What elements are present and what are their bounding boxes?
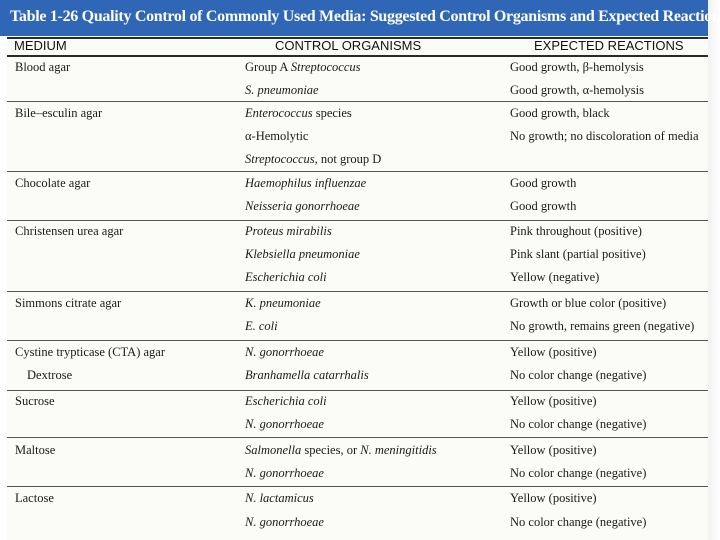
organism-text: , not group D [314, 152, 382, 166]
group-divider [7, 101, 708, 102]
control-organism-cell: K. pneumoniae [245, 296, 321, 310]
control-organism-cell: α-Hemolytic [245, 129, 308, 143]
control-organism-cell: S. pneumoniae [245, 83, 319, 97]
organism-text: Streptococcus [245, 152, 315, 166]
expected-reaction-cell: No color change (negative) [510, 368, 647, 382]
organism-text: species [312, 106, 352, 120]
expected-reaction-cell: Good growth [510, 176, 577, 190]
medium-cell: Chocolate agar [15, 176, 91, 190]
organism-text: Group A [245, 60, 291, 74]
group-divider [7, 340, 708, 341]
expected-reaction-cell: Yellow (positive) [510, 394, 597, 408]
control-organism-cell: Neisseria gonorrhoeae [245, 199, 360, 213]
medium-cell: Christensen urea agar [15, 224, 124, 238]
organism-text: Branhamella catarrhalis [245, 368, 369, 382]
organism-text: Escherichia coli [245, 270, 327, 284]
organism-text: Proteus mirabilis [245, 224, 332, 238]
table-title-bar: Table 1-26 Quality Control of Commonly U… [0, 0, 720, 36]
organism-text: N. gonorrhoeae [245, 466, 324, 480]
organism-text: Neisseria gonorrhoeae [245, 199, 360, 213]
expected-reaction-cell: No growth; no discoloration of media [510, 129, 699, 143]
organism-text: Klebsiella pneumoniae [245, 247, 360, 261]
medium-cell: Maltose [15, 443, 56, 457]
expected-reaction-cell: No color change (negative) [510, 515, 647, 529]
column-headers: MEDIUM CONTROL ORGANISMS EXPECTED REACTI… [0, 38, 708, 56]
organism-text: Haemophilus influenzae [245, 176, 367, 190]
control-organism-cell: E. coli [245, 319, 278, 333]
organism-text: S. pneumoniae [245, 83, 319, 97]
control-organism-cell: N. gonorrhoeae [245, 466, 324, 480]
control-organism-cell: Enterococcus species [245, 106, 352, 120]
control-organism-cell: N. gonorrhoeae [245, 417, 324, 431]
expected-reaction-cell: Good growth, β-hemolysis [510, 60, 644, 74]
organism-text: N. gonorrhoeae [245, 515, 324, 529]
organism-text: Escherichia coli [245, 394, 327, 408]
organism-text: N. lactamicus [245, 491, 314, 505]
control-organism-cell: N. gonorrhoeae [245, 515, 324, 529]
medium-cell: Blood agar [15, 60, 71, 74]
control-organism-cell: Group A Streptococcus [245, 60, 361, 74]
expected-reaction-cell: Pink slant (partial positive) [510, 247, 646, 261]
expected-reaction-cell: No color change (negative) [510, 417, 647, 431]
expected-reaction-cell: Good growth, α-hemolysis [510, 83, 644, 97]
group-divider [7, 291, 708, 292]
header-top-rule [7, 37, 708, 39]
control-organism-cell: Escherichia coli [245, 394, 327, 408]
organism-text: Streptococcus [290, 60, 361, 74]
scan-edge [708, 0, 720, 540]
expected-reaction-cell: Yellow (positive) [510, 345, 597, 359]
medium-cell: Simmons citrate agar [15, 296, 122, 310]
control-organism-cell: N. lactamicus [245, 491, 314, 505]
expected-reaction-cell: Growth or blue color (positive) [510, 296, 667, 310]
medium-cell: Bile–esculin agar [15, 106, 103, 120]
group-divider [7, 220, 708, 221]
medium-cell: Cystine trypticase (CTA) agar [15, 345, 165, 359]
organism-text: K. pneumoniae [245, 296, 321, 310]
control-organism-cell: N. gonorrhoeae [245, 345, 324, 359]
expected-reaction-cell: Good growth, black [510, 106, 610, 120]
organism-text: Salmonella [245, 443, 302, 457]
table-title: Table 1-26 Quality Control of Commonly U… [10, 8, 720, 25]
expected-reaction-cell: Pink throughout (positive) [510, 224, 642, 238]
control-organism-cell: Escherichia coli [245, 270, 327, 284]
expected-reaction-cell: Yellow (positive) [510, 491, 597, 505]
header-control-organisms: CONTROL ORGANISMS [275, 38, 422, 53]
organism-text: α-Hemolytic [245, 129, 309, 143]
group-divider [7, 437, 708, 438]
header-medium: MEDIUM [14, 38, 67, 53]
expected-reaction-cell: No color change (negative) [510, 466, 647, 480]
control-organism-cell: Proteus mirabilis [245, 224, 332, 238]
expected-reaction-cell: Good growth [510, 199, 577, 213]
organism-text: N. gonorrhoeae [245, 345, 324, 359]
group-divider [7, 390, 708, 391]
control-organism-cell: Streptococcus, not group D [245, 152, 381, 166]
expected-reaction-cell: Yellow (negative) [510, 270, 600, 284]
header-expected-reactions: EXPECTED REACTIONS [534, 38, 684, 53]
expected-reaction-cell: No growth, remains green (negative) [510, 319, 695, 333]
header-bottom-rule [7, 55, 708, 57]
control-organism-cell: Salmonella species, or N. meningitidis [245, 443, 437, 457]
organism-text: E. coli [245, 319, 278, 333]
organism-text: N. meningitidis [360, 443, 437, 457]
control-organism-cell: Branhamella catarrhalis [245, 368, 369, 382]
organism-text: species, or [301, 443, 361, 457]
table-sheet [7, 36, 708, 540]
group-divider [7, 171, 708, 172]
expected-reaction-cell: Yellow (positive) [510, 443, 597, 457]
medium-cell: Sucrose [15, 394, 55, 408]
medium-cell: Dextrose [27, 368, 73, 382]
organism-text: N. gonorrhoeae [245, 417, 324, 431]
control-organism-cell: Haemophilus influenzae [245, 176, 366, 190]
medium-cell: Lactose [15, 491, 54, 505]
organism-text: Enterococcus [245, 106, 313, 120]
group-divider [7, 486, 708, 487]
control-organism-cell: Klebsiella pneumoniae [245, 247, 360, 261]
